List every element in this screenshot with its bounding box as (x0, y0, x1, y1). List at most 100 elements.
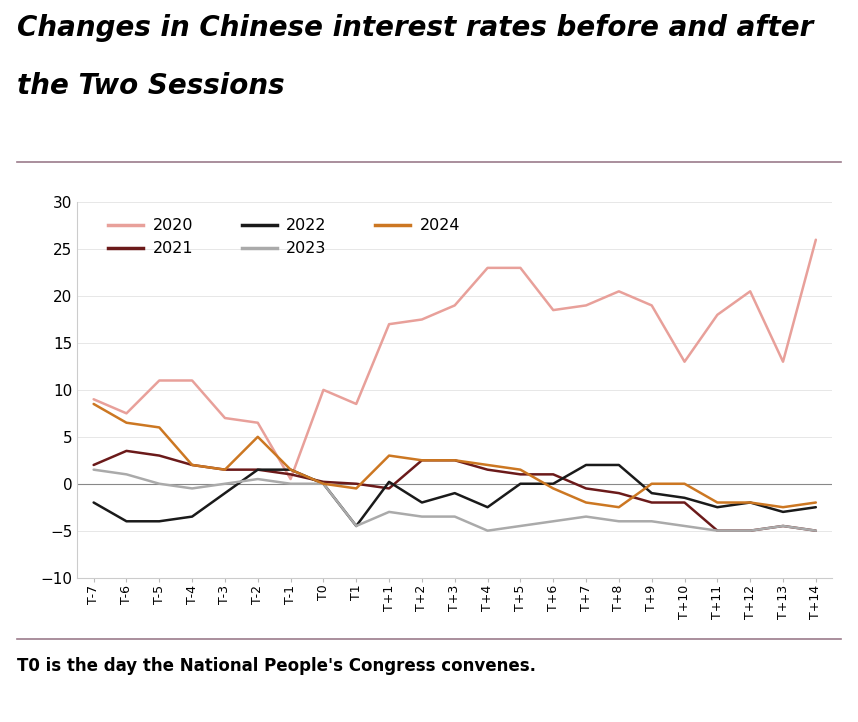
2023 (417, 513, 427, 521)
2020 (286, 475, 296, 484)
2022 (318, 479, 329, 488)
2021 (647, 498, 657, 507)
2022 (252, 465, 263, 474)
2024 (252, 432, 263, 441)
2024 (88, 399, 99, 408)
2021 (88, 461, 99, 469)
2024 (187, 461, 197, 469)
2020 (187, 376, 197, 385)
2023 (745, 526, 755, 535)
2022 (351, 521, 361, 530)
2020 (745, 287, 755, 296)
2021 (712, 526, 722, 535)
2024 (286, 465, 296, 474)
2024 (450, 456, 460, 465)
2020 (712, 310, 722, 319)
2021 (581, 484, 591, 492)
2021 (384, 484, 394, 492)
2021 (482, 465, 492, 474)
Text: the Two Sessions: the Two Sessions (17, 72, 285, 100)
2021 (121, 446, 131, 455)
2022 (88, 498, 99, 507)
2022 (548, 479, 559, 488)
2024 (482, 461, 492, 469)
2024 (220, 465, 230, 474)
2023 (778, 521, 789, 530)
2022 (811, 503, 821, 511)
2022 (417, 498, 427, 507)
2022 (647, 489, 657, 497)
2023 (712, 526, 722, 535)
2022 (220, 489, 230, 497)
2022 (482, 503, 492, 511)
2021 (154, 451, 165, 460)
2020 (88, 395, 99, 404)
2021 (351, 479, 361, 488)
2021 (613, 489, 624, 497)
2021 (745, 526, 755, 535)
2022 (154, 517, 165, 526)
2022 (516, 479, 526, 488)
2020 (680, 357, 690, 366)
2023 (384, 508, 394, 516)
2024 (384, 451, 394, 460)
2020 (417, 315, 427, 323)
2022 (712, 503, 722, 511)
2024 (548, 484, 559, 492)
2021 (417, 456, 427, 465)
2023 (811, 526, 821, 535)
2023 (647, 517, 657, 526)
Line: 2024: 2024 (94, 404, 816, 507)
2024 (647, 479, 657, 488)
2024 (745, 498, 755, 507)
2021 (778, 521, 789, 530)
2023 (154, 479, 165, 488)
2020 (384, 320, 394, 329)
2022 (384, 477, 394, 486)
2023 (450, 513, 460, 521)
2021 (516, 470, 526, 479)
2022 (121, 517, 131, 526)
2024 (680, 479, 690, 488)
Line: 2022: 2022 (94, 465, 816, 526)
2023 (680, 521, 690, 530)
2021 (548, 470, 559, 479)
2023 (318, 479, 329, 488)
Legend: 2020, 2021, 2022, 2023, 2024: 2020, 2021, 2022, 2023, 2024 (100, 210, 468, 264)
2024 (778, 503, 789, 511)
2023 (482, 526, 492, 535)
2024 (121, 418, 131, 427)
2020 (220, 414, 230, 422)
2020 (121, 409, 131, 417)
2021 (286, 470, 296, 479)
2023 (613, 517, 624, 526)
2024 (516, 465, 526, 474)
2024 (613, 503, 624, 511)
2022 (778, 508, 789, 516)
2021 (252, 465, 263, 474)
2020 (154, 376, 165, 385)
2024 (712, 498, 722, 507)
2020 (252, 418, 263, 427)
2020 (318, 386, 329, 394)
2023 (351, 521, 361, 530)
Line: 2023: 2023 (94, 469, 816, 531)
2024 (811, 498, 821, 507)
2022 (581, 461, 591, 469)
2020 (811, 235, 821, 244)
2021 (811, 526, 821, 535)
Line: 2020: 2020 (94, 240, 816, 479)
2020 (581, 301, 591, 310)
2020 (351, 399, 361, 408)
2021 (318, 477, 329, 486)
2023 (220, 479, 230, 488)
2022 (680, 494, 690, 503)
2023 (187, 484, 197, 492)
2023 (252, 475, 263, 484)
2020 (516, 264, 526, 272)
2021 (187, 461, 197, 469)
2022 (613, 461, 624, 469)
2020 (548, 305, 559, 314)
2023 (581, 513, 591, 521)
2020 (450, 301, 460, 310)
